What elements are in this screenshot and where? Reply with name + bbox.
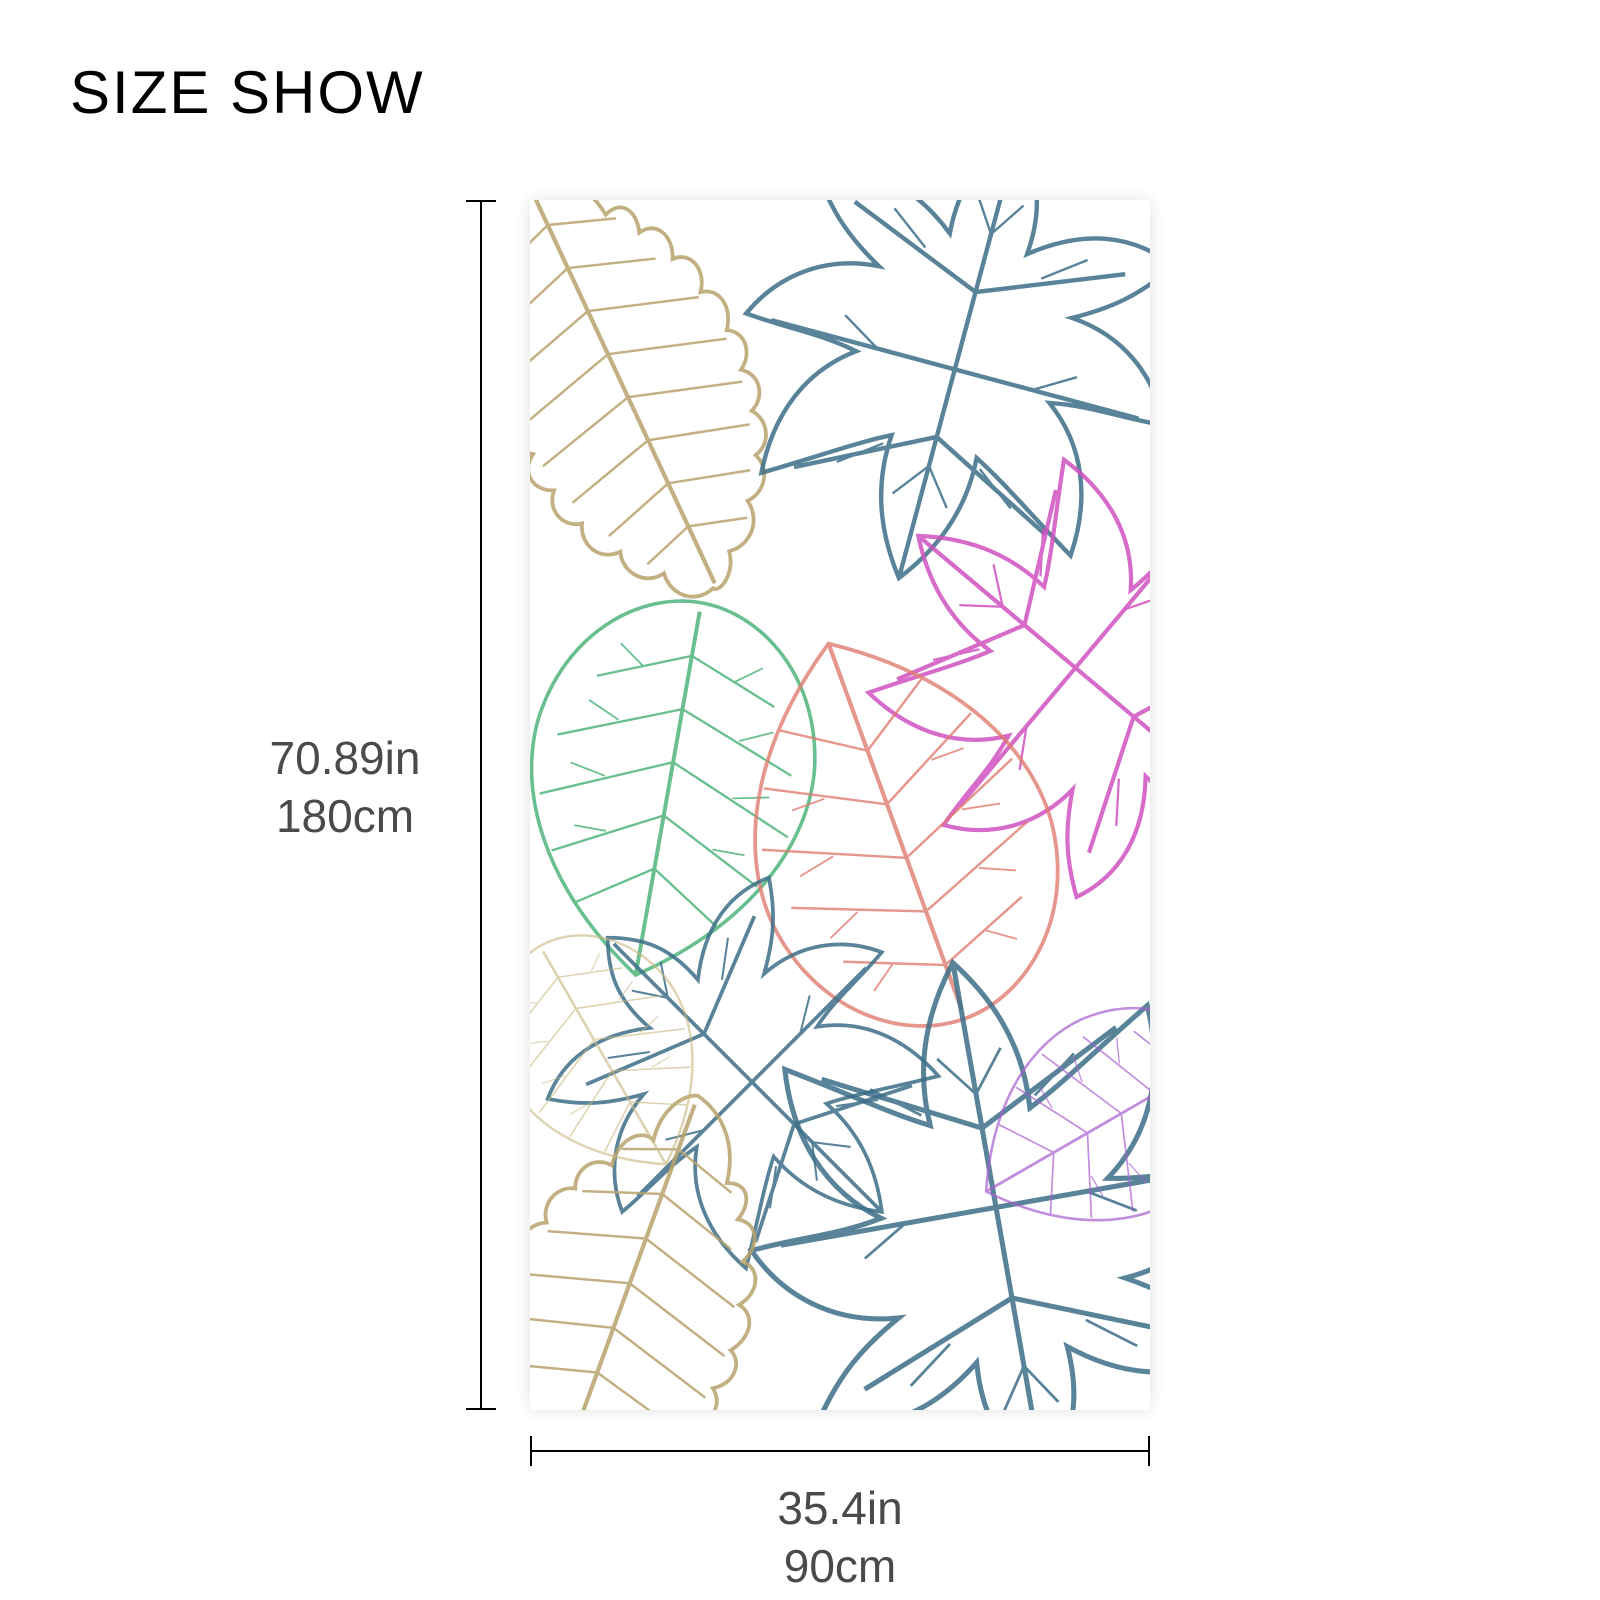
height-dimension-line <box>480 200 482 1410</box>
width-cm: 90cm <box>784 1540 896 1592</box>
height-inches: 70.89in <box>270 732 421 784</box>
width-dimension-line <box>530 1450 1150 1452</box>
leaf-pattern <box>530 200 1150 1410</box>
size-diagram: 70.89in 180cm 35.4in 90cm <box>200 170 1450 1570</box>
width-inches: 35.4in <box>777 1482 902 1534</box>
height-label: 70.89in 180cm <box>235 730 455 845</box>
product-image <box>530 200 1150 1410</box>
height-cm: 180cm <box>276 790 414 842</box>
width-label: 35.4in 90cm <box>530 1480 1150 1595</box>
page-title: SIZE SHOW <box>70 58 425 127</box>
